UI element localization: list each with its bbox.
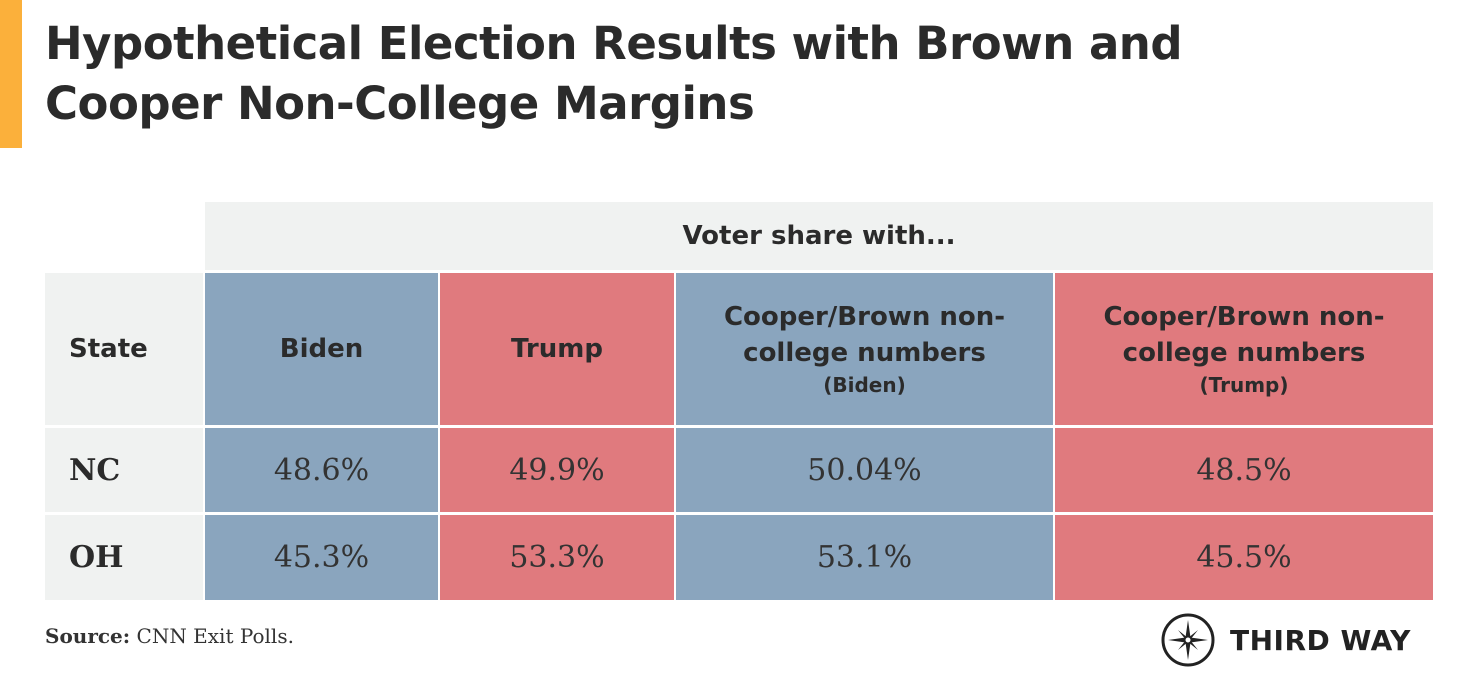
value-cell: 53.1% <box>676 515 1053 600</box>
value-cell: 48.6% <box>205 428 438 512</box>
header-label: Cooper/Brown non-college numbers <box>1103 302 1385 368</box>
value-cell: 45.5% <box>1055 515 1433 600</box>
header-biden: Biden <box>205 273 438 425</box>
value-cell: 48.5% <box>1055 428 1433 512</box>
value-cell: 49.9% <box>440 428 674 512</box>
header-cb-biden: Cooper/Brown non-college numbers (Biden) <box>676 273 1053 425</box>
value-cell: 45.3% <box>205 515 438 600</box>
compass-star-icon <box>1161 613 1215 667</box>
logo-text: THIRD WAY <box>1230 623 1411 657</box>
source-label: Source: <box>45 624 131 648</box>
value-cell: 50.04% <box>676 428 1053 512</box>
header-cb-trump: Cooper/Brown non-college numbers (Trump) <box>1055 273 1433 425</box>
header-sub: (Trump) <box>1199 373 1289 397</box>
header-label: State <box>69 334 148 364</box>
source-note: Source: CNN Exit Polls. <box>45 624 294 648</box>
accent-bar <box>0 0 22 148</box>
header-state: State <box>45 273 203 425</box>
third-way-logo: THIRD WAY <box>1160 612 1411 668</box>
header-label: Trump <box>511 334 603 364</box>
state-cell: OH <box>45 515 203 600</box>
source-text: CNN Exit Polls. <box>130 624 294 648</box>
header-sub: (Biden) <box>823 373 906 397</box>
header-trump: Trump <box>440 273 674 425</box>
state-cell: NC <box>45 428 203 512</box>
value-cell: 53.3% <box>440 515 674 600</box>
header-label: Biden <box>279 334 364 364</box>
header-label: Cooper/Brown non-college numbers <box>723 302 1006 368</box>
group-header: Voter share with... <box>205 202 1433 270</box>
chart-title: Hypothetical Election Results with Brown… <box>45 17 1183 130</box>
